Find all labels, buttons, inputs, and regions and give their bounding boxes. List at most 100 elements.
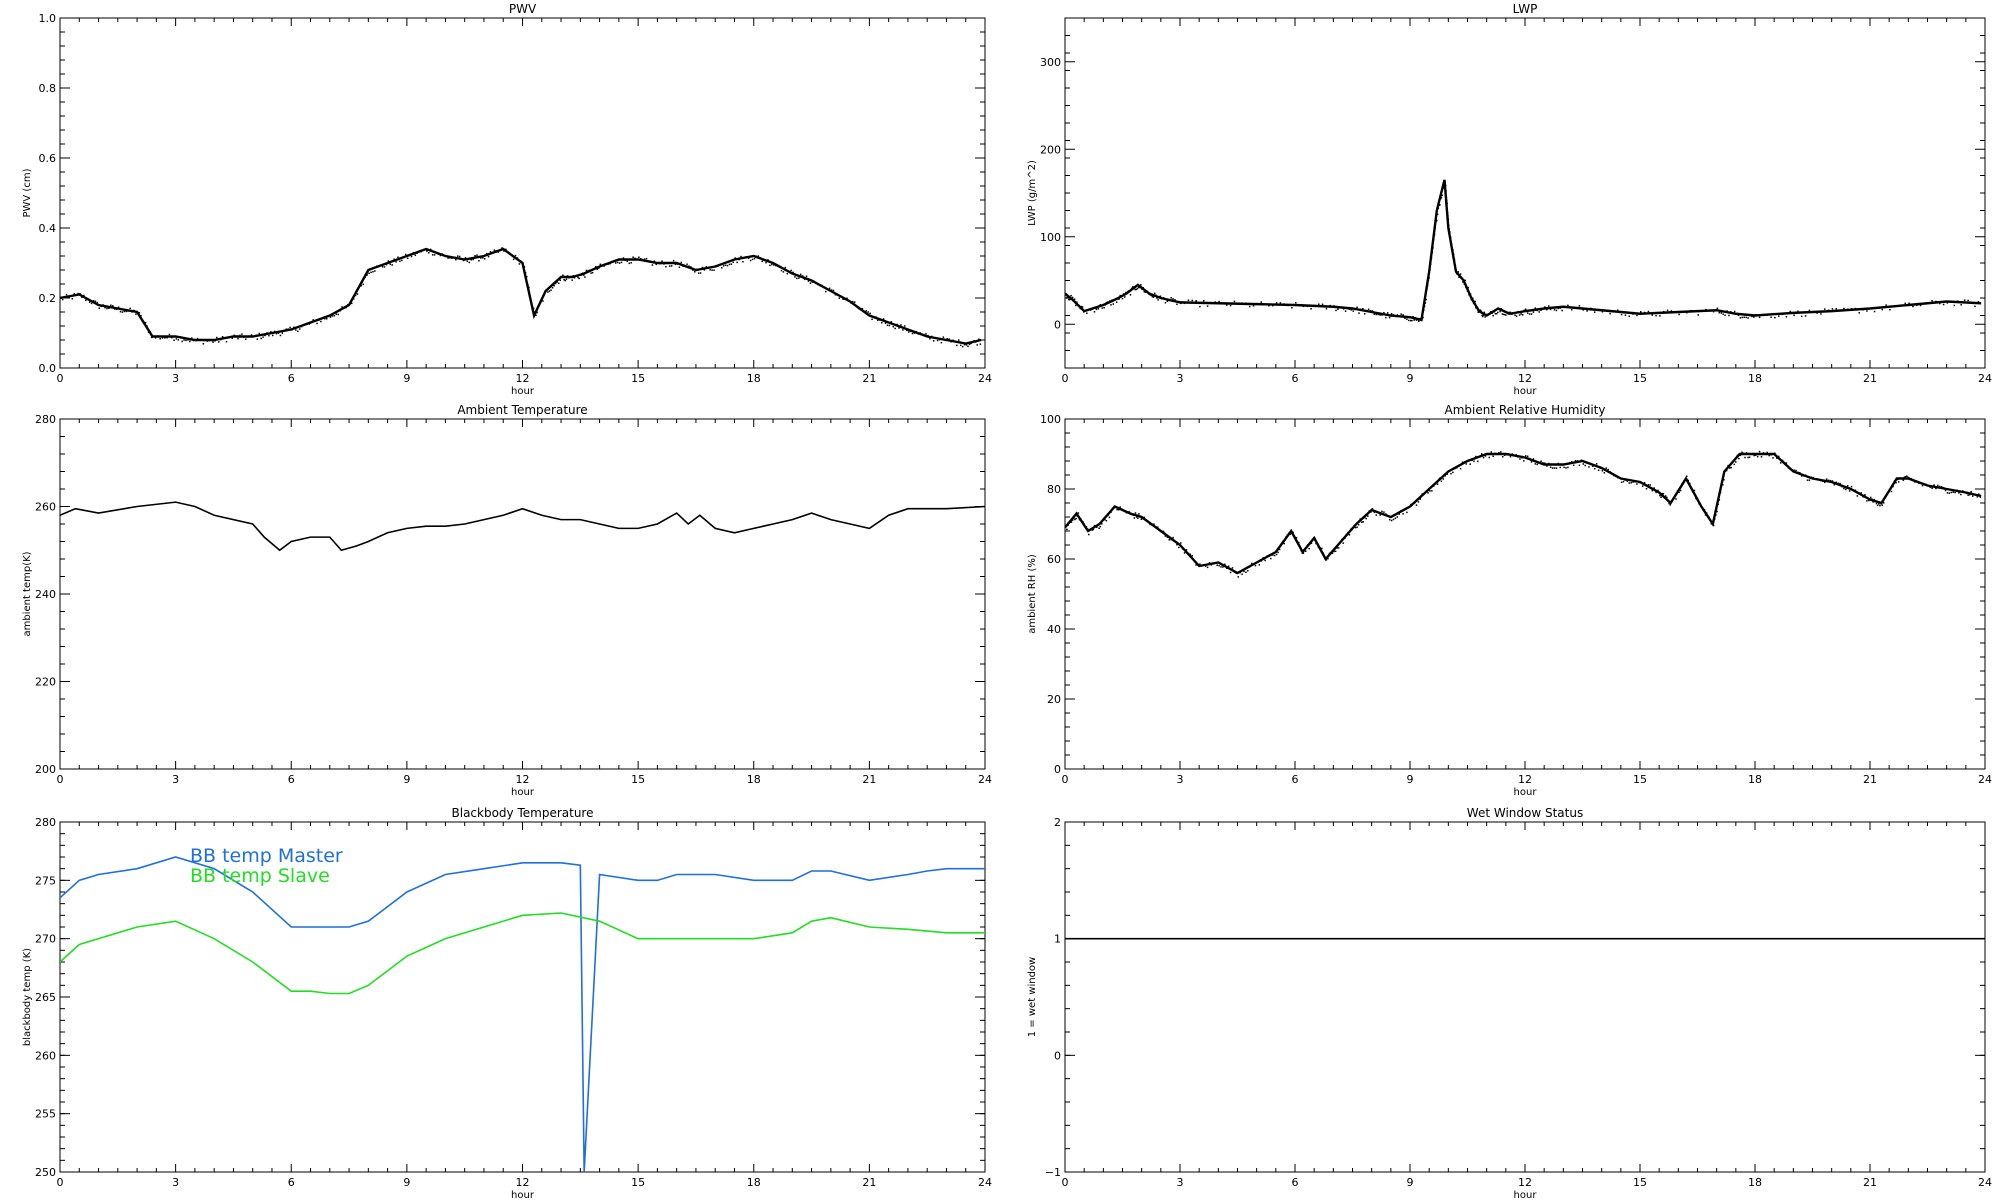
data-point	[1429, 269, 1431, 271]
data-point	[1977, 301, 1980, 303]
data-point	[100, 305, 102, 308]
data-point	[1287, 304, 1289, 307]
data-point	[963, 343, 966, 346]
data-point	[1419, 498, 1422, 500]
data-point	[1121, 297, 1124, 300]
data-point	[1824, 308, 1826, 310]
data-point	[218, 341, 220, 343]
data-point	[1704, 514, 1707, 516]
data-point	[1860, 492, 1862, 494]
data-point	[880, 322, 883, 324]
data-point	[1471, 459, 1473, 462]
data-point	[1831, 308, 1834, 310]
data-point	[480, 257, 482, 259]
data-point	[618, 262, 621, 264]
data-point	[1099, 525, 1101, 528]
data-point	[1827, 479, 1830, 482]
data-point	[1890, 490, 1893, 493]
data-point	[834, 293, 837, 296]
data-point	[1129, 294, 1132, 296]
data-point	[1701, 310, 1703, 312]
data-point	[1471, 297, 1473, 299]
data-point	[503, 250, 505, 252]
data-point	[624, 259, 627, 262]
data-point	[1137, 517, 1139, 519]
data-point	[1701, 506, 1703, 509]
data-point	[1313, 537, 1315, 539]
data-point	[720, 267, 723, 269]
data-point	[1735, 461, 1737, 463]
data-point	[458, 255, 461, 258]
data-point	[1770, 454, 1772, 456]
data-point	[1942, 486, 1945, 489]
data-point	[1952, 491, 1954, 493]
data-point	[1291, 532, 1293, 534]
data-point	[1774, 316, 1776, 319]
y-tick-label: 100	[1040, 413, 1061, 426]
data-point	[1515, 454, 1517, 456]
data-point	[859, 308, 862, 311]
data-point	[1296, 541, 1299, 543]
data-point	[965, 344, 968, 346]
data-point	[1421, 317, 1423, 319]
data-point	[1072, 300, 1075, 302]
data-point	[1388, 316, 1391, 319]
data-point	[1289, 533, 1292, 536]
data-point	[1462, 281, 1464, 283]
data-point	[1521, 457, 1523, 459]
data-point	[1486, 453, 1489, 455]
y-tick-label: 200	[1040, 143, 1061, 156]
data-point	[1128, 511, 1131, 513]
data-point	[1088, 533, 1090, 536]
data-point	[412, 251, 415, 254]
data-point	[1164, 535, 1167, 537]
data-point	[1839, 310, 1841, 312]
data-point	[931, 335, 933, 338]
data-point	[1377, 313, 1379, 316]
data-point	[1249, 305, 1251, 308]
data-point	[77, 292, 79, 295]
data-point	[1548, 305, 1550, 307]
data-point	[543, 293, 545, 296]
y-tick-label: 0.0	[39, 362, 57, 375]
y-tick-label: 80	[1047, 483, 1061, 496]
data-point	[1678, 491, 1680, 494]
data-point	[556, 281, 558, 283]
data-point	[1896, 478, 1899, 481]
data-point	[1446, 199, 1448, 202]
data-point	[1309, 542, 1312, 545]
data-point	[235, 335, 237, 337]
data-point	[1149, 523, 1151, 526]
data-point	[152, 335, 154, 337]
y-axis-label: ambient RH (%)	[1027, 554, 1038, 634]
data-point	[376, 265, 378, 267]
data-point	[1140, 284, 1142, 286]
data-point	[1357, 524, 1360, 526]
data-point	[1256, 561, 1259, 563]
data-point	[1690, 487, 1693, 490]
legend-entry: BB temp Master	[190, 845, 343, 867]
data-point	[529, 296, 531, 298]
data-point	[358, 285, 361, 287]
data-point	[246, 336, 249, 338]
data-point	[550, 289, 552, 291]
data-point	[1789, 468, 1791, 470]
data-point	[349, 303, 351, 305]
data-point	[599, 263, 602, 266]
y-tick-label: 250	[35, 1166, 56, 1179]
data-point	[1892, 485, 1894, 488]
data-point	[640, 258, 642, 260]
data-point	[1440, 480, 1443, 483]
data-point	[1120, 295, 1123, 298]
data-point	[1079, 307, 1082, 310]
data-point	[387, 260, 390, 262]
data-point	[456, 255, 459, 257]
series-line-0	[60, 856, 985, 1172]
data-point	[1758, 316, 1761, 319]
x-tick-label: 15	[1633, 1176, 1647, 1189]
x-tick-label: 18	[1748, 1176, 1762, 1189]
data-point	[385, 263, 388, 266]
data-point	[798, 277, 800, 279]
data-point	[616, 261, 619, 264]
